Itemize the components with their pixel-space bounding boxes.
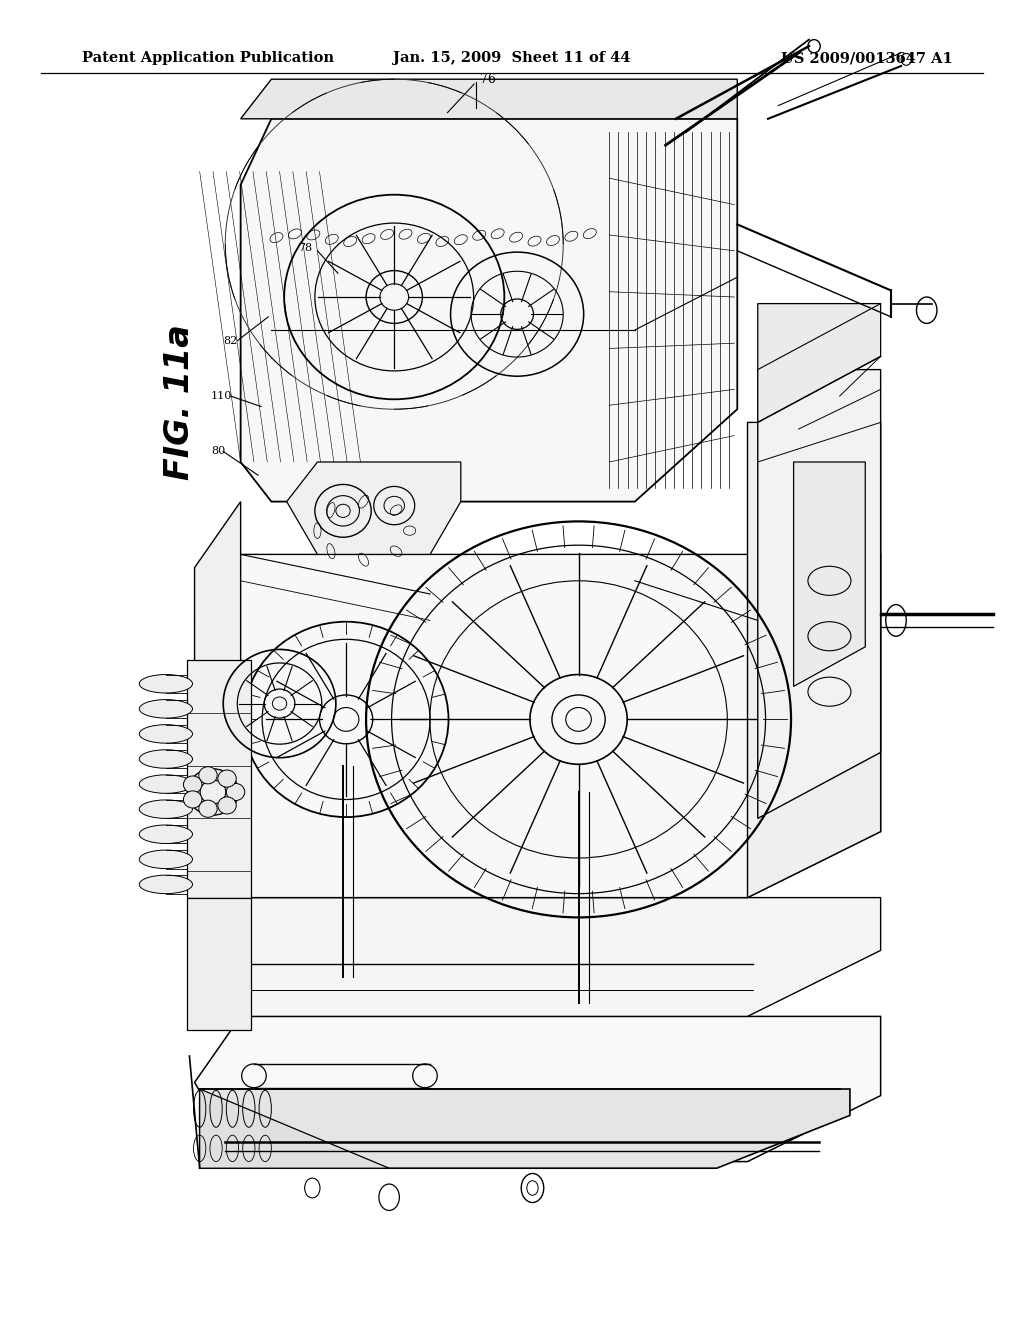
Ellipse shape: [139, 775, 193, 793]
Polygon shape: [200, 1089, 389, 1168]
Polygon shape: [758, 370, 881, 818]
Ellipse shape: [139, 725, 193, 743]
Ellipse shape: [139, 800, 193, 818]
Polygon shape: [195, 898, 881, 1016]
Ellipse shape: [226, 783, 245, 800]
Ellipse shape: [218, 770, 237, 787]
Polygon shape: [287, 462, 461, 554]
Ellipse shape: [218, 797, 237, 814]
Text: 76: 76: [480, 73, 497, 86]
Polygon shape: [794, 462, 865, 686]
Text: 110: 110: [211, 391, 232, 401]
Ellipse shape: [139, 675, 193, 693]
Polygon shape: [758, 304, 881, 422]
Polygon shape: [200, 1089, 850, 1168]
Ellipse shape: [139, 850, 193, 869]
Text: 78: 78: [298, 243, 312, 253]
Polygon shape: [187, 898, 251, 1030]
Text: Jan. 15, 2009  Sheet 11 of 44: Jan. 15, 2009 Sheet 11 of 44: [393, 51, 631, 65]
Polygon shape: [748, 422, 881, 898]
Polygon shape: [241, 119, 737, 502]
Ellipse shape: [139, 875, 193, 894]
Polygon shape: [241, 79, 737, 119]
Ellipse shape: [183, 776, 202, 793]
Text: 80: 80: [211, 446, 225, 457]
Polygon shape: [195, 502, 241, 964]
Text: 82: 82: [223, 335, 238, 346]
Ellipse shape: [199, 800, 217, 817]
Ellipse shape: [183, 791, 202, 808]
Ellipse shape: [139, 825, 193, 843]
Text: US 2009/0013647 A1: US 2009/0013647 A1: [780, 51, 952, 65]
Ellipse shape: [199, 767, 217, 784]
Ellipse shape: [139, 700, 193, 718]
Text: FIG. 11a: FIG. 11a: [163, 325, 196, 480]
Polygon shape: [195, 1016, 881, 1162]
Ellipse shape: [139, 750, 193, 768]
Polygon shape: [187, 660, 251, 898]
Text: Patent Application Publication: Patent Application Publication: [82, 51, 334, 65]
Polygon shape: [195, 554, 881, 898]
